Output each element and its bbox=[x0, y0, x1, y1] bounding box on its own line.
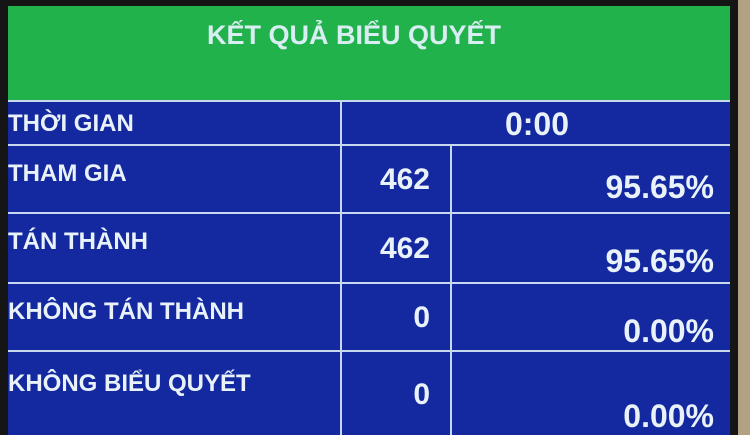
wall-background bbox=[738, 0, 750, 435]
time-row: THỜI GIAN 0:00 bbox=[8, 100, 730, 146]
voting-results-screen: KẾT QUẢ BIỂU QUYẾT THỜI GIAN 0:00 THAM G… bbox=[8, 6, 730, 435]
row-count: 0 bbox=[340, 352, 450, 435]
row-label: TÁN THÀNH bbox=[8, 228, 148, 255]
result-row: THAM GIA 462 95.65% bbox=[8, 144, 730, 214]
time-label: THỜI GIAN bbox=[8, 110, 134, 137]
results-title: KẾT QUẢ BIỂU QUYẾT bbox=[8, 6, 730, 100]
result-row: KHÔNG TÁN THÀNH 0 0.00% bbox=[8, 282, 730, 352]
row-label: KHÔNG TÁN THÀNH bbox=[8, 298, 244, 325]
row-label: KHÔNG BIỂU QUYẾT bbox=[8, 370, 251, 397]
row-count: 0 bbox=[340, 284, 450, 352]
result-row: TÁN THÀNH 462 95.65% bbox=[8, 212, 730, 284]
row-percent: 0.00% bbox=[450, 352, 730, 435]
row-count: 462 bbox=[340, 146, 450, 214]
row-percent: 95.65% bbox=[450, 146, 730, 214]
result-row: KHÔNG BIỂU QUYẾT 0 0.00% bbox=[8, 350, 730, 435]
row-count: 462 bbox=[340, 214, 450, 284]
time-value: 0:00 bbox=[340, 102, 730, 146]
row-label: THAM GIA bbox=[8, 160, 127, 187]
row-percent: 95.65% bbox=[450, 214, 730, 284]
row-percent: 0.00% bbox=[450, 284, 730, 352]
